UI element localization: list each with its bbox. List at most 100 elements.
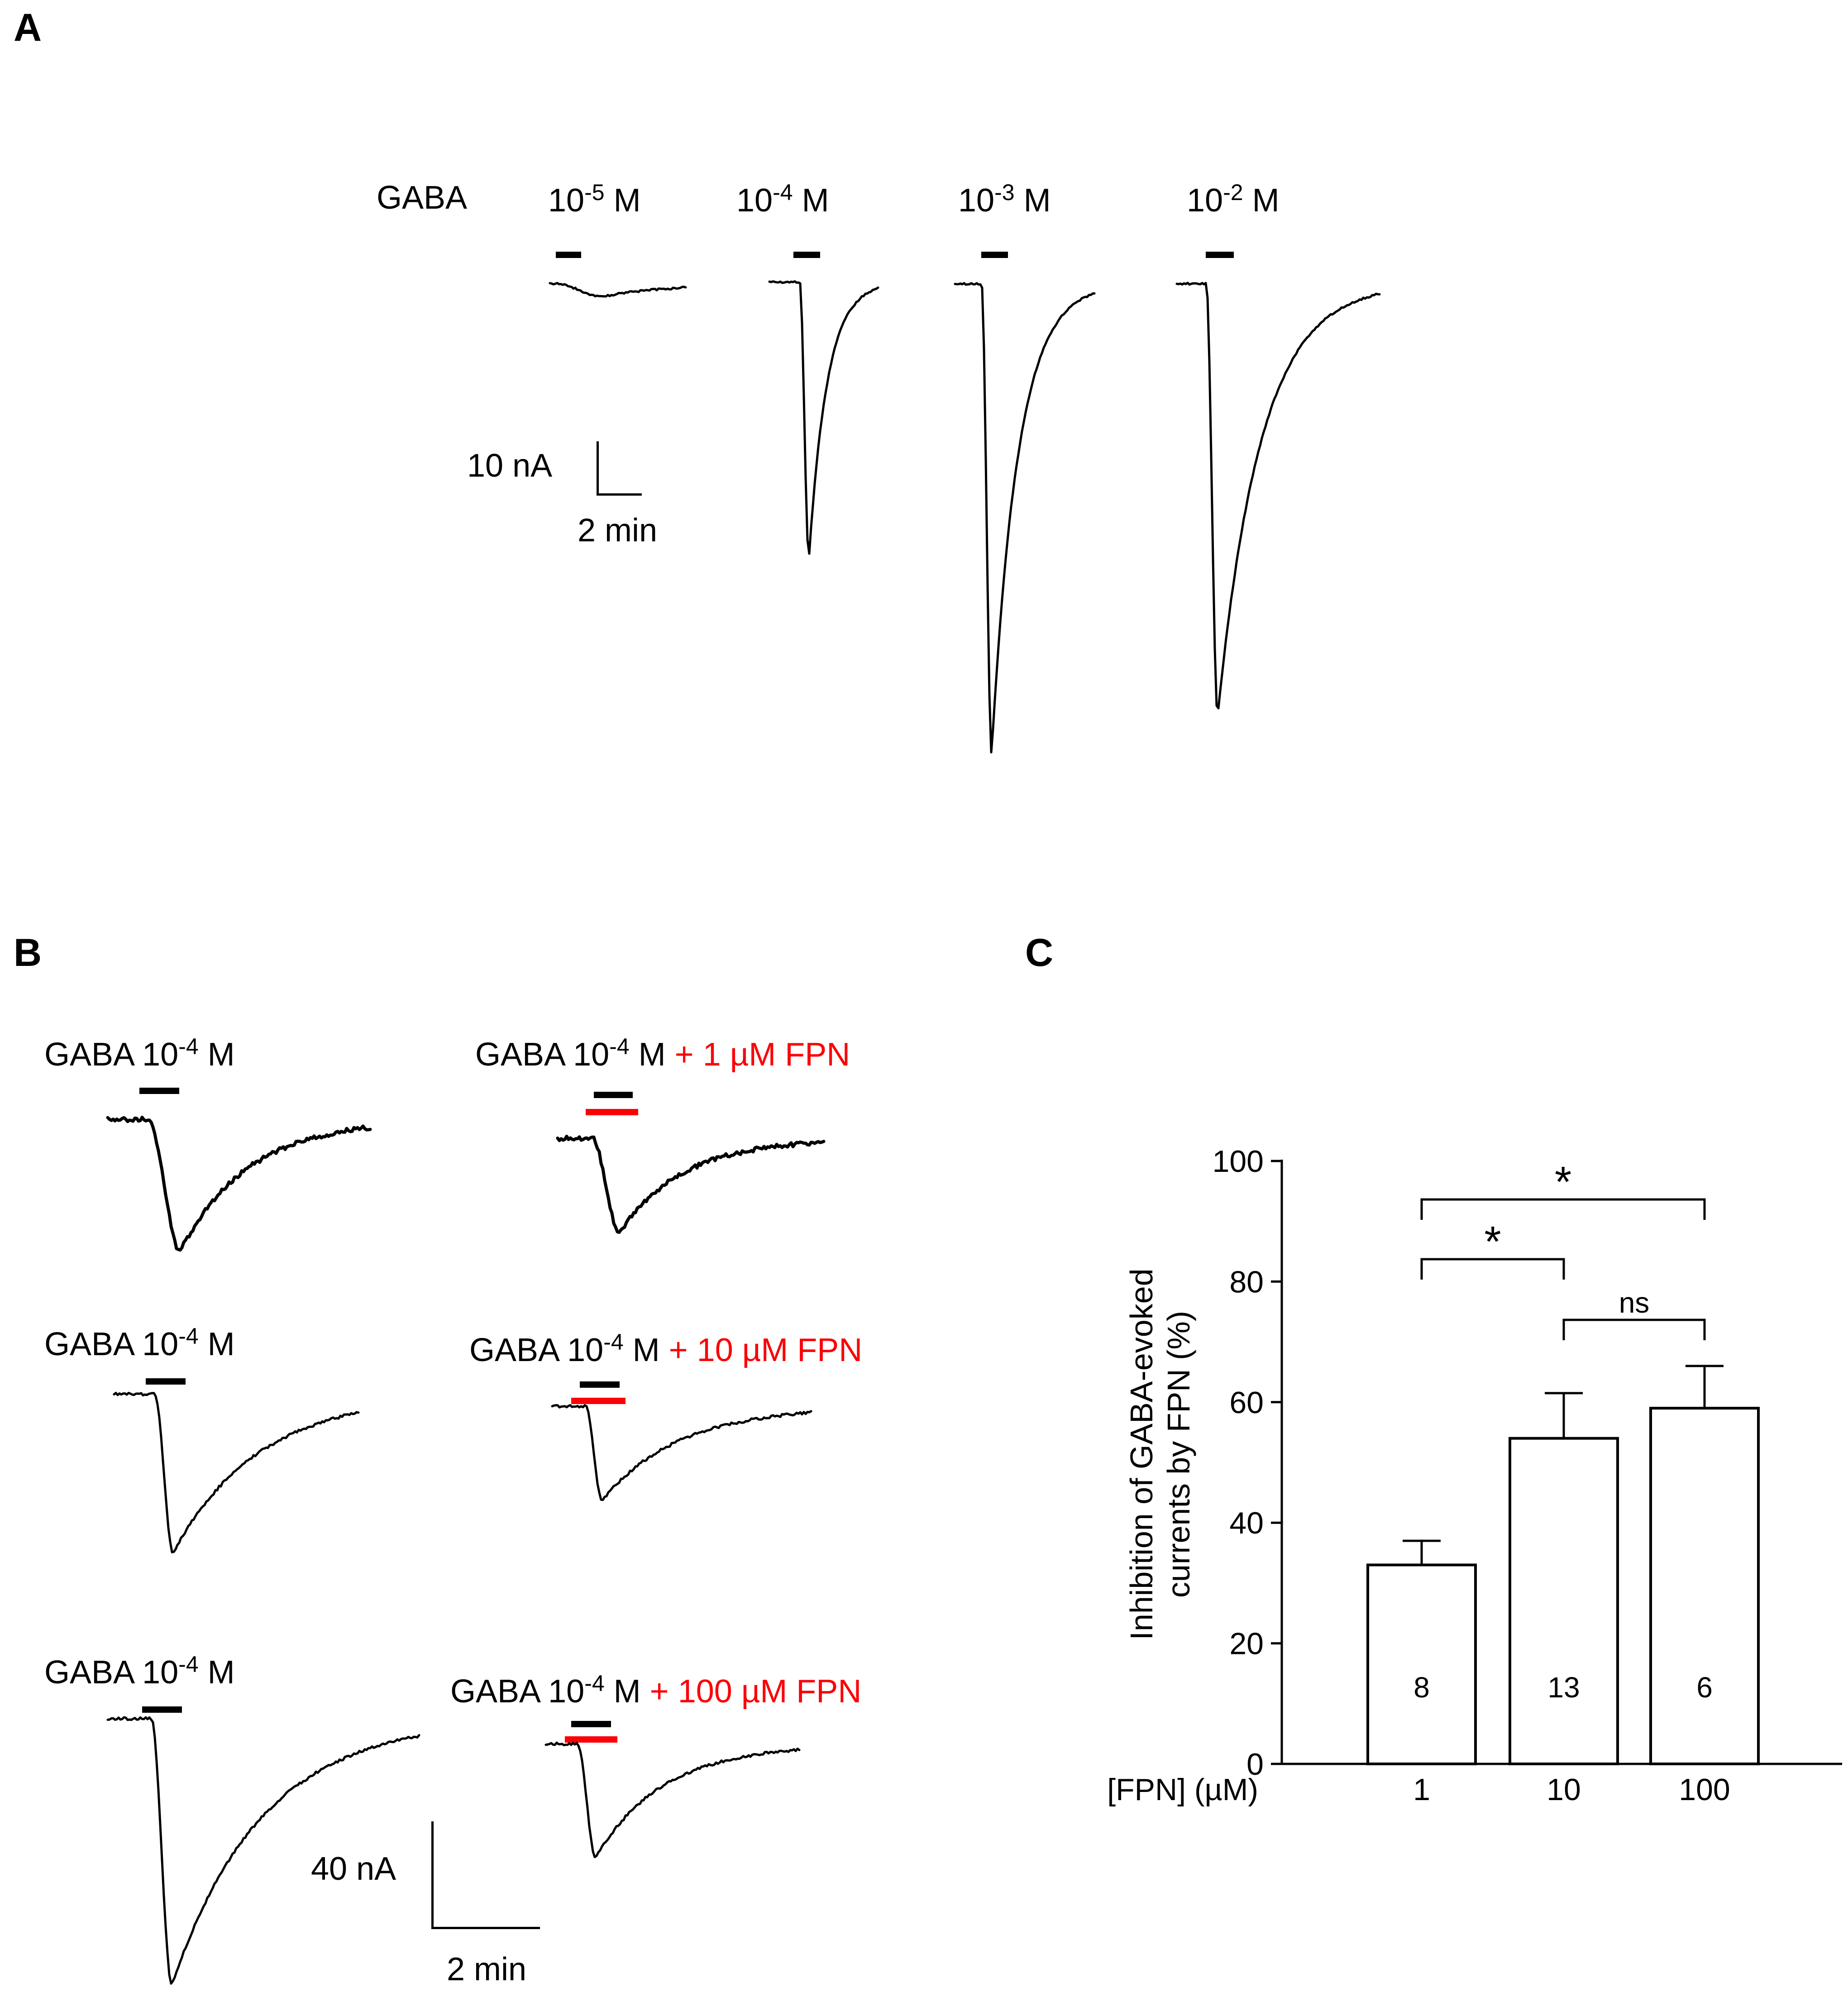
application-bar-gaba [594, 1092, 633, 1098]
trace-b2-fpn [551, 1395, 812, 1531]
fpn-label-red: + 100 µM FPN [640, 1673, 862, 1710]
label-exp: -4 [178, 1034, 199, 1059]
scalebar-b-horizontal [431, 1927, 540, 1929]
y-tick-label: 60 [1229, 1385, 1264, 1420]
application-bar-fpn [565, 1736, 617, 1743]
scalebar-b-current-label: 40 nA [311, 1851, 396, 1887]
trace-path [1175, 282, 1381, 710]
application-bar [793, 252, 820, 258]
trace-gaba-1e-5 [549, 272, 687, 322]
x-axis-title: [FPN] (µM) [1107, 1772, 1258, 1807]
bar [1649, 1407, 1760, 1765]
significance-bracket [1420, 1198, 1706, 1220]
trace-b3-fpn [544, 1733, 801, 1882]
label-text: GABA 10 [469, 1332, 604, 1368]
b-row1-control-label: GABA 10-4 M [44, 1034, 235, 1073]
label-text: GABA 10 [44, 1037, 179, 1073]
trace-b1-control [106, 1108, 372, 1276]
scalebar-b-vertical [431, 1821, 434, 1929]
trace-path [551, 1404, 812, 1501]
bar-chart: 0 20 40 60 80 100 8 1 13 10 6 100 [FPN] (µM) * * ns [1107, 1144, 1842, 1807]
panel-c-label: C [1025, 931, 1054, 975]
application-bar-fpn [586, 1109, 638, 1115]
scalebar-a-time-label: 2 min [578, 512, 658, 549]
application-bar [142, 1706, 182, 1713]
scalebar-a-horizontal [597, 493, 642, 496]
trace-b2-control [113, 1383, 360, 1582]
b-row3-control-label: GABA 10-4 M [44, 1652, 235, 1691]
label-text: GABA 10 [450, 1673, 585, 1710]
trace-path [106, 1115, 372, 1252]
trace-svg [551, 1404, 812, 1501]
scalebar-a-vertical [597, 441, 599, 496]
panel-a-label: A [14, 6, 42, 49]
label-unit: M [198, 1326, 235, 1362]
x-tick-label: 1 [1413, 1772, 1430, 1807]
conc-unit: M [1014, 182, 1051, 219]
label-text: GABA 10 [475, 1037, 610, 1073]
trace-svg [1175, 282, 1381, 710]
conc-base: 10 [736, 182, 773, 219]
trace-svg [544, 1741, 801, 1858]
conc-unit: M [1243, 182, 1280, 219]
y-tick-label: 100 [1213, 1144, 1264, 1179]
label-unit: M [604, 1673, 641, 1710]
label-unit: M [623, 1332, 660, 1368]
trace-svg [549, 282, 687, 298]
application-bar [556, 252, 581, 258]
trace-path [113, 1392, 360, 1553]
application-bar-gaba [571, 1721, 611, 1727]
label-unit: M [198, 1654, 235, 1691]
application-bar-gaba [580, 1381, 620, 1388]
b-row2-control-label: GABA 10-4 M [44, 1324, 235, 1362]
trace-path [954, 282, 1096, 754]
scalebar-b-time-label: 2 min [447, 1951, 527, 1987]
label-exp: -4 [584, 1671, 605, 1696]
trace-gaba-1e-4 [768, 271, 879, 578]
conc-exp: -5 [584, 180, 605, 205]
y-tick-label: 0 [1246, 1747, 1264, 1782]
n-label: 6 [1696, 1671, 1713, 1704]
trace-path [768, 280, 879, 555]
concentration-label-4: 10-2 M [1187, 180, 1280, 219]
label-exp: -4 [609, 1034, 630, 1059]
fpn-label-red: + 10 µM FPN [659, 1332, 863, 1368]
label-exp: -4 [603, 1329, 624, 1355]
y-tick-label: 20 [1229, 1627, 1264, 1661]
significance-bracket [1420, 1258, 1565, 1280]
application-bar [146, 1378, 186, 1385]
b-row2-treated-label: GABA 10-4 M + 10 µM FPN [469, 1330, 862, 1368]
bar [1509, 1437, 1619, 1765]
n-label: 8 [1413, 1671, 1430, 1704]
conc-unit: M [793, 182, 829, 219]
label-unit: M [198, 1037, 235, 1073]
trace-svg [954, 282, 1096, 754]
gaba-label: GABA [377, 180, 468, 216]
conc-exp: -3 [994, 180, 1015, 205]
significance-ns-label: ns [1619, 1286, 1650, 1319]
conc-exp: -2 [1223, 180, 1243, 205]
n-label: 13 [1547, 1671, 1580, 1704]
trace-gaba-1e-3 [954, 272, 1096, 770]
conc-base: 10 [1187, 182, 1223, 219]
label-exp: -4 [178, 1323, 199, 1349]
trace-svg [106, 1716, 420, 1985]
label-unit: M [629, 1037, 666, 1073]
trace-svg [113, 1392, 360, 1553]
significance-star: * [1484, 1218, 1501, 1266]
x-tick-label: 100 [1679, 1772, 1730, 1807]
trace-path [549, 282, 687, 298]
fpn-label-red: + 1 µM FPN [665, 1037, 850, 1073]
application-bar-fpn [571, 1398, 626, 1404]
b-row3-treated-label: GABA 10-4 M + 100 µM FPN [450, 1671, 861, 1710]
conc-base: 10 [958, 182, 995, 219]
bar [1366, 1563, 1477, 1765]
significance-bracket [1562, 1319, 1706, 1340]
trace-svg [768, 280, 879, 555]
application-bar [1206, 252, 1234, 258]
application-bar [981, 252, 1008, 258]
trace-b1-fpn [556, 1127, 826, 1263]
label-exp: -4 [178, 1652, 199, 1677]
concentration-label-2: 10-4 M [736, 180, 829, 219]
